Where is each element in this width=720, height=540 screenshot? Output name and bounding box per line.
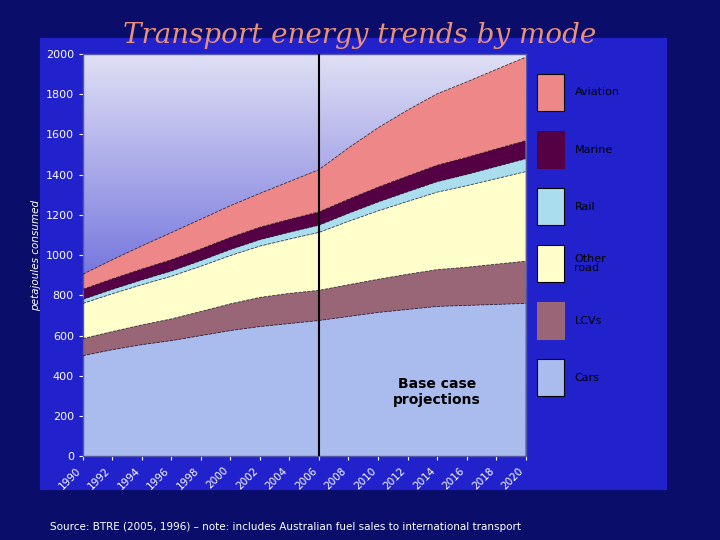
Bar [537,245,564,282]
Text: Source: BTRE (2005, 1996) – note: includes Australian fuel sales to internationa: Source: BTRE (2005, 1996) – note: includ… [50,522,521,532]
Bar [537,74,564,111]
Bar [537,302,564,339]
Bar [537,360,564,396]
Text: LCVs: LCVs [575,316,602,326]
Text: Marine: Marine [575,145,613,154]
Text: Transport energy trends by mode: Transport energy trends by mode [123,22,597,49]
Text: Base case
projections: Base case projections [393,377,481,407]
Text: Aviation: Aviation [575,87,619,97]
Text: Other
road: Other road [575,254,606,273]
Y-axis label: petajoules consumed: petajoules consumed [32,200,42,310]
Bar [537,131,564,168]
Text: Rail: Rail [575,201,595,212]
Bar [537,188,564,225]
Text: Cars: Cars [575,373,600,383]
